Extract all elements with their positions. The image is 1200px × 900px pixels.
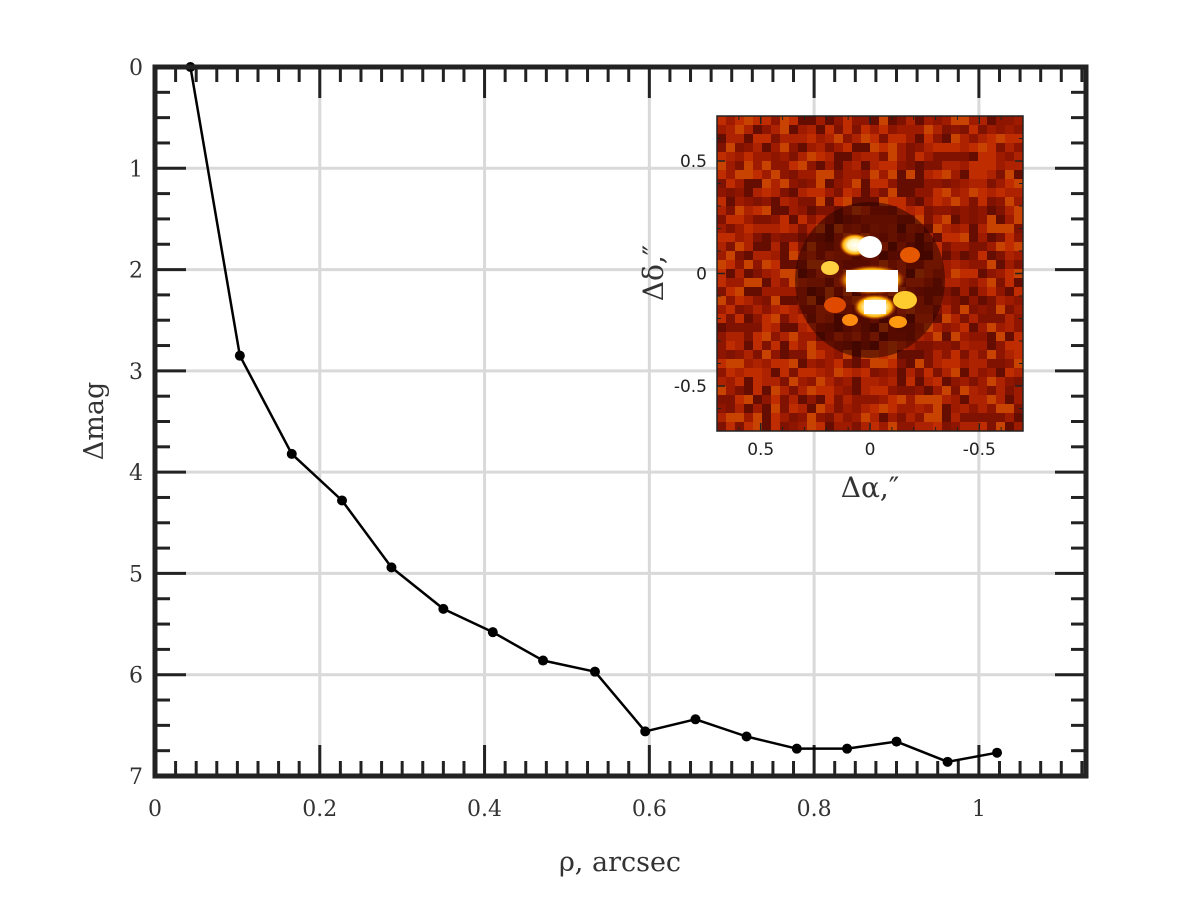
y-tick-label: 1	[129, 157, 143, 182]
y-tick-label: 2	[129, 259, 143, 284]
data-point	[842, 743, 853, 754]
x-tick-label: 0.2	[302, 797, 337, 822]
inset-speckle-core	[795, 202, 945, 358]
inset-x-tick-label: 0.5	[747, 440, 774, 460]
data-point	[589, 666, 600, 677]
data-point	[337, 495, 348, 506]
y-axis-label: Δmag	[79, 382, 110, 460]
x-tick-label: 0.4	[467, 797, 502, 822]
x-tick-label: 0.6	[632, 797, 667, 822]
y-tick-label: 4	[129, 461, 143, 486]
data-point	[992, 747, 1003, 758]
inset-y-tick-label: 0.5	[680, 152, 707, 172]
data-point	[690, 714, 701, 725]
y-tick-label: 3	[129, 360, 143, 385]
inset-y-tick-label: -0.5	[674, 377, 707, 397]
inset-x-tick-label: -0.5	[963, 440, 996, 460]
data-point	[487, 627, 498, 638]
tick-labels: 0 0.2 0.4 0.6 0.8 1 0 1 2 3 4 5 6 7	[129, 56, 986, 822]
plot-frame	[152, 64, 1089, 779]
inset-speckle-image: 0.5 0 -0.5 0.5 0 -0.5 Δα,″ Δδ,″	[637, 115, 1024, 504]
data-point	[438, 603, 449, 614]
inset-y-tick-label: 0	[696, 265, 707, 285]
data-point	[234, 350, 245, 361]
x-tick-label: 0	[148, 797, 162, 822]
x-tick-label: 0.8	[797, 797, 832, 822]
data-point	[286, 448, 297, 459]
data-point	[891, 736, 902, 747]
inset-y-axis-label: Δδ,″	[637, 245, 670, 301]
inset-ticks	[717, 116, 1023, 431]
y-tick-label: 5	[129, 562, 143, 587]
inset-tick-labels: 0.5 0 -0.5 0.5 0 -0.5	[674, 152, 996, 460]
x-axis-label: ρ, arcsec	[559, 847, 681, 878]
data-point	[791, 743, 802, 754]
x-tick-label: 1	[972, 797, 986, 822]
data-point	[640, 726, 651, 737]
y-tick-label: 6	[129, 664, 143, 689]
data-point	[538, 655, 549, 666]
inset-x-axis-label: Δα,″	[841, 471, 900, 504]
data-point	[741, 731, 752, 742]
y-tick-label: 7	[129, 765, 143, 790]
data-series	[185, 62, 1003, 767]
data-point	[942, 756, 953, 767]
data-point	[386, 562, 397, 573]
y-tick-label: 0	[129, 56, 143, 81]
inset-x-tick-label: 0	[865, 440, 876, 460]
